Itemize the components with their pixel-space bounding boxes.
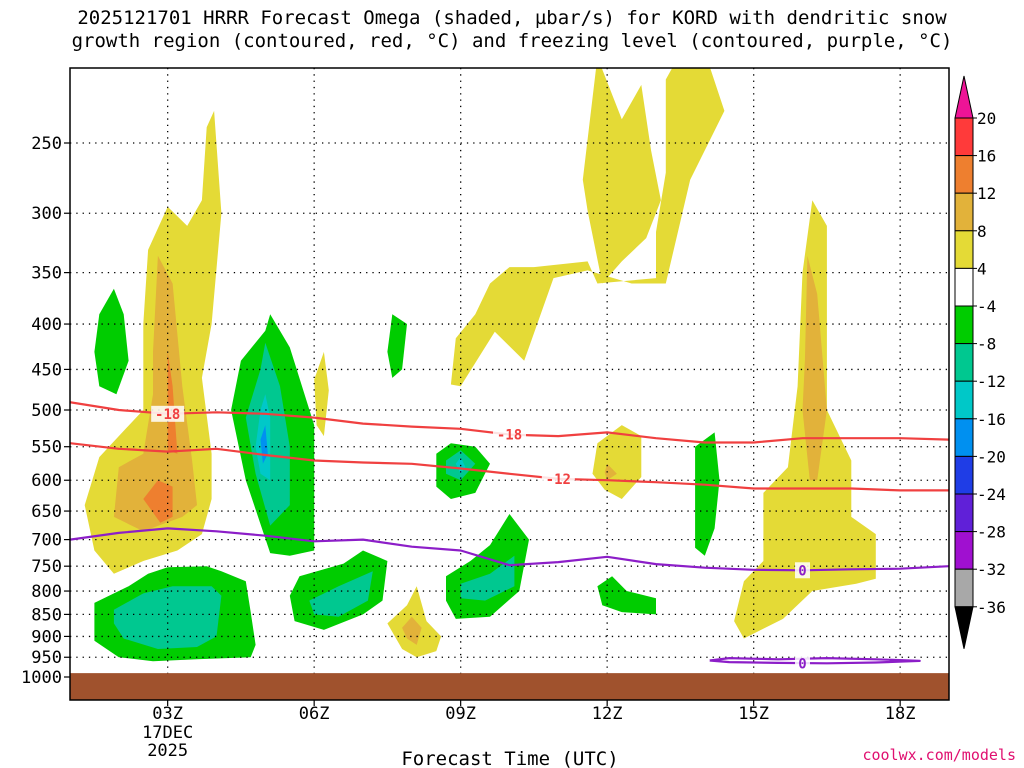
isotherm-label-0C-low-0: 0	[798, 656, 806, 672]
omega-shading	[84, 68, 876, 662]
ground-layer	[70, 673, 949, 700]
omega-region-13	[802, 255, 827, 481]
colorbar-band-2	[954, 155, 974, 194]
y-tick-label-950: 950	[31, 648, 62, 668]
colorbar-band-7	[954, 343, 974, 382]
x-axis-label: Forecast Time (UTC)	[401, 748, 618, 768]
pressure-axis: 2503003504004505005506006507007508008509…	[21, 134, 70, 688]
y-tick-label-800: 800	[31, 582, 62, 602]
colorbar-label-6: -4	[977, 297, 996, 316]
omega-region-30	[597, 576, 656, 615]
omega-region-5	[314, 351, 329, 437]
y-tick-label-250: 250	[31, 134, 62, 154]
colorbar-under-arrow	[954, 606, 974, 649]
x-tick-label-09Z: 09Z	[445, 704, 476, 724]
colorbar-label-12: -28	[977, 523, 1006, 542]
colorbar-band-5	[954, 267, 974, 307]
y-tick-label-450: 450	[31, 360, 62, 380]
y-tick-label-850: 850	[31, 605, 62, 625]
isotherm-label-bg-0C-low-0	[795, 655, 810, 672]
ground-fill	[70, 673, 949, 700]
isotherm-label-0C-0: 0	[798, 563, 806, 579]
y-tick-label-650: 650	[31, 502, 62, 522]
x-tick-label-06Z: 06Z	[299, 704, 330, 724]
colorbar-label-11: -24	[977, 485, 1006, 504]
y-tick-label-500: 500	[31, 401, 62, 421]
omega-region-2	[113, 255, 197, 532]
y-tick-label-1000: 1000	[21, 668, 62, 688]
chart-title-line-1: 2025121701 HRRR Forecast Omega (shaded, …	[77, 7, 947, 29]
isotherm--12C	[70, 442, 949, 492]
isotherm-label--12C-0: -12	[546, 472, 571, 488]
isotherm-contours: -18 -18 -12 0 0	[70, 401, 949, 672]
isotherm-label--18C-0: -18	[155, 407, 180, 423]
colorbar-band-12	[954, 531, 974, 570]
colorbar: 20 16 12 8 4 -4 -8 -12 -16 -20 -24 -28 -32 -36	[954, 75, 1006, 649]
omega-region-6	[450, 68, 725, 387]
isotherm-label--18C-1: -18	[497, 428, 522, 444]
plot-frame	[69, 67, 950, 701]
y-tick-label-900: 900	[31, 627, 62, 647]
colorbar-label-5: 4	[977, 259, 987, 278]
omega-region-14	[94, 288, 129, 395]
site-credit: coolwx.com/models	[862, 746, 1016, 764]
colorbar-over-arrow	[954, 75, 974, 119]
colorbar-label-2: 16	[977, 147, 996, 166]
omega-region-4	[143, 480, 173, 523]
omega-region-28	[446, 514, 529, 619]
omega-region-3	[167, 351, 178, 454]
colorbar-label-7: -8	[977, 335, 996, 354]
colorbar-band-1	[954, 117, 974, 157]
isotherm-label-bg-0C-0	[795, 562, 810, 579]
colorbar-band-6	[954, 305, 974, 345]
colorbar-band-4	[954, 230, 974, 269]
colorbar-label-1: 20	[977, 109, 996, 128]
colorbar-band-8	[954, 380, 974, 420]
omega-region-23	[695, 432, 720, 556]
y-tick-label-350: 350	[31, 264, 62, 284]
colorbar-band-10	[954, 455, 974, 495]
chart-title-line-2: growth region (contoured, red, °C) and f…	[71, 30, 953, 52]
colorbar-band-13	[954, 568, 974, 608]
omega-region-27	[309, 571, 373, 617]
omega-region-9	[604, 463, 617, 481]
omega-region-29	[460, 555, 515, 601]
colorbar-label-4: 8	[977, 222, 987, 241]
isotherm-label-bg--12C-0	[541, 470, 575, 487]
colorbar-label-13: -32	[977, 560, 1006, 579]
isotherm-label-bg--18C-0	[151, 405, 185, 422]
x-date-label-2: 2025	[147, 741, 188, 761]
colorbar-label-10: -20	[977, 447, 1006, 466]
colorbar-label-14: -36	[977, 598, 1006, 617]
x-tick-label-15Z: 15Z	[738, 704, 769, 724]
y-tick-label-400: 400	[31, 315, 62, 335]
colorbar-band-9	[954, 418, 974, 457]
x-tick-label-03Z: 03Z	[152, 704, 183, 724]
x-date-label-1: 17DEC	[142, 723, 193, 743]
omega-region-19	[387, 314, 407, 378]
x-tick-label-12Z: 12Z	[592, 704, 623, 724]
y-tick-label-750: 750	[31, 557, 62, 577]
colorbar-band-11	[954, 493, 974, 533]
omega-region-7	[582, 68, 661, 284]
colorbar-label-9: -16	[977, 410, 1006, 429]
x-tick-label-18Z: 18Z	[885, 704, 916, 724]
y-tick-label-600: 600	[31, 471, 62, 491]
y-tick-label-300: 300	[31, 204, 62, 224]
colorbar-band-3	[954, 192, 974, 232]
y-tick-label-700: 700	[31, 531, 62, 551]
colorbar-label-3: 12	[977, 184, 996, 203]
omega-region-11	[402, 616, 422, 645]
y-tick-label-550: 550	[31, 438, 62, 458]
colorbar-label-8: -12	[977, 372, 1006, 391]
isotherm-0C-low	[709, 656, 921, 665]
isotherm-label-bg--18C-1	[493, 426, 526, 443]
omega-region-25	[113, 586, 222, 649]
dotted-grid	[70, 68, 949, 700]
